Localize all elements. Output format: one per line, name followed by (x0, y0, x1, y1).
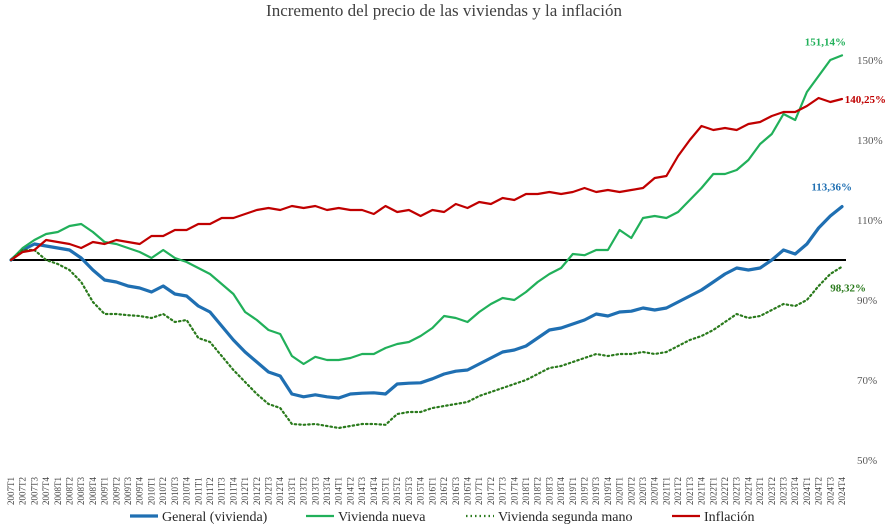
x-tick-label: 2012T3 (264, 477, 274, 505)
x-tick-label: 2010T2 (158, 477, 168, 505)
x-tick-label: 2018T2 (533, 477, 543, 505)
x-tick-label: 2017T4 (509, 477, 519, 505)
x-tick-label: 2021T4 (697, 476, 707, 504)
series-line-inflación (9, 96, 844, 262)
x-tick-label: 2019T2 (580, 477, 590, 505)
x-tick-label: 2024T4 (837, 477, 847, 505)
x-tick-label: 2022T3 (732, 477, 742, 505)
x-tick-label: 2011T1 (193, 477, 203, 505)
y-tick-label: 110% (857, 215, 882, 227)
x-tick-label: 2022T2 (720, 477, 730, 505)
x-tick-label: 2011T4 (228, 477, 238, 505)
series-line-vivienda-segunda-mano (9, 248, 844, 430)
x-tick-label: 2020T1 (615, 477, 625, 505)
x-tick-label: 2007T3 (29, 476, 39, 504)
x-tick-label: 2009T3 (123, 476, 133, 504)
x-tick-label: 2019T1 (568, 477, 578, 505)
x-tick-label: 2015T1 (381, 477, 391, 505)
y-tick-label: 90% (857, 295, 877, 307)
y-tick-label: 150% (857, 55, 883, 67)
x-tick-label: 2019T4 (603, 476, 613, 504)
x-tick-label: 2020T3 (638, 476, 648, 504)
x-tick-label: 2008T1 (53, 477, 63, 505)
x-tick-label: 2024T1 (802, 477, 812, 505)
series-line-vivienda-nueva (9, 54, 844, 366)
x-tick-label: 2016T4 (463, 477, 473, 505)
y-tick-label: 130% (857, 135, 883, 147)
x-tick-label: 2024T2 (814, 477, 824, 505)
x-tick-label: 2014T1 (334, 477, 344, 505)
x-tick-label: 2010T1 (147, 477, 157, 505)
x-tick-label: 2012T2 (252, 477, 262, 505)
x-tick-label: 2023T4 (790, 477, 800, 505)
y-axis-ticks: 50% 70% 90% 110% 130% 150% (857, 55, 883, 467)
legend-label: Inflación (704, 510, 755, 525)
legend-label: Vivienda nueva (338, 510, 426, 525)
x-tick-label: 2023T3 (779, 477, 789, 505)
legend: General (vivienda) Vivienda nueva Vivienda… (130, 510, 755, 525)
end-label: 98,32% (830, 283, 866, 295)
x-tick-label: 2013T2 (299, 477, 309, 505)
series-line-general-vivienda- (9, 205, 844, 400)
series-lines (9, 54, 844, 430)
x-tick-label: 2021T1 (661, 477, 671, 505)
x-tick-label: 2021T2 (673, 477, 683, 505)
x-tick-label: 2009T4 (135, 476, 145, 504)
x-tick-label: 2013T3 (310, 476, 320, 504)
x-tick-label: 2019T3 (591, 476, 601, 504)
x-tick-label: 2011T3 (217, 477, 227, 505)
end-label: 113,36% (811, 182, 852, 194)
x-tick-label: 2011T2 (205, 477, 215, 505)
legend-label: General (vivienda) (162, 510, 268, 525)
y-tick-label: 50% (857, 455, 877, 467)
x-tick-label: 2017T2 (486, 477, 496, 505)
x-tick-label: 2007T1 (6, 477, 16, 505)
data-labels: 113,36% 151,14% 98,32% 140,25% (805, 36, 886, 294)
x-tick-label: 2010T4 (182, 477, 192, 505)
y-tick-label: 70% (857, 375, 877, 387)
x-tick-label: 2013T4 (322, 476, 332, 504)
x-tick-label: 2015T4 (416, 476, 426, 504)
x-axis-ticks: 2007T1 2007T2 2007T3 2007T4 2008T1 2008T2 2008… (6, 476, 847, 505)
x-tick-label: 2008T2 (65, 477, 75, 505)
x-tick-label: 2010T3 (170, 477, 180, 505)
x-tick-label: 2008T3 (76, 476, 86, 504)
x-tick-label: 2014T2 (345, 477, 355, 505)
x-tick-label: 2016T1 (427, 477, 437, 505)
end-label: 151,14% (805, 36, 846, 48)
x-tick-label: 2017T3 (498, 477, 508, 505)
x-tick-label: 2015T2 (392, 477, 402, 505)
x-tick-label: 2018T3 (544, 477, 554, 505)
x-tick-label: 2014T3 (357, 476, 367, 504)
x-tick-label: 2023T2 (767, 477, 777, 505)
x-tick-label: 2020T4 (650, 476, 660, 504)
x-tick-label: 2009T1 (100, 477, 110, 505)
x-tick-label: 2012T4 (275, 477, 285, 505)
x-tick-label: 2015T3 (404, 476, 414, 504)
x-tick-label: 2022T4 (743, 477, 753, 505)
x-tick-label: 2012T1 (240, 477, 250, 505)
x-tick-label: 2009T2 (111, 477, 121, 505)
x-tick-label: 2021T3 (685, 476, 695, 504)
x-tick-label: 2014T4 (369, 476, 379, 504)
legend-label: Vivienda segunda mano (498, 510, 632, 525)
x-tick-label: 2024T3 (825, 477, 835, 505)
x-tick-label: 2018T4 (556, 477, 566, 505)
end-label: 140,25% (845, 94, 886, 106)
chart-title: Incremento del precio de las viviendas y… (266, 1, 622, 20)
x-tick-label: 2008T4 (88, 476, 98, 504)
x-tick-label: 2007T4 (41, 476, 51, 504)
x-tick-label: 2016T2 (439, 477, 449, 505)
x-tick-label: 2018T1 (521, 477, 531, 505)
x-tick-label: 2022T1 (708, 477, 718, 505)
x-tick-label: 2013T1 (287, 477, 297, 505)
x-tick-label: 2020T2 (626, 477, 636, 505)
x-tick-label: 2016T3 (451, 477, 461, 505)
x-tick-label: 2007T2 (18, 477, 28, 505)
x-tick-label: 2017T1 (474, 477, 484, 505)
x-tick-label: 2023T1 (755, 477, 765, 505)
